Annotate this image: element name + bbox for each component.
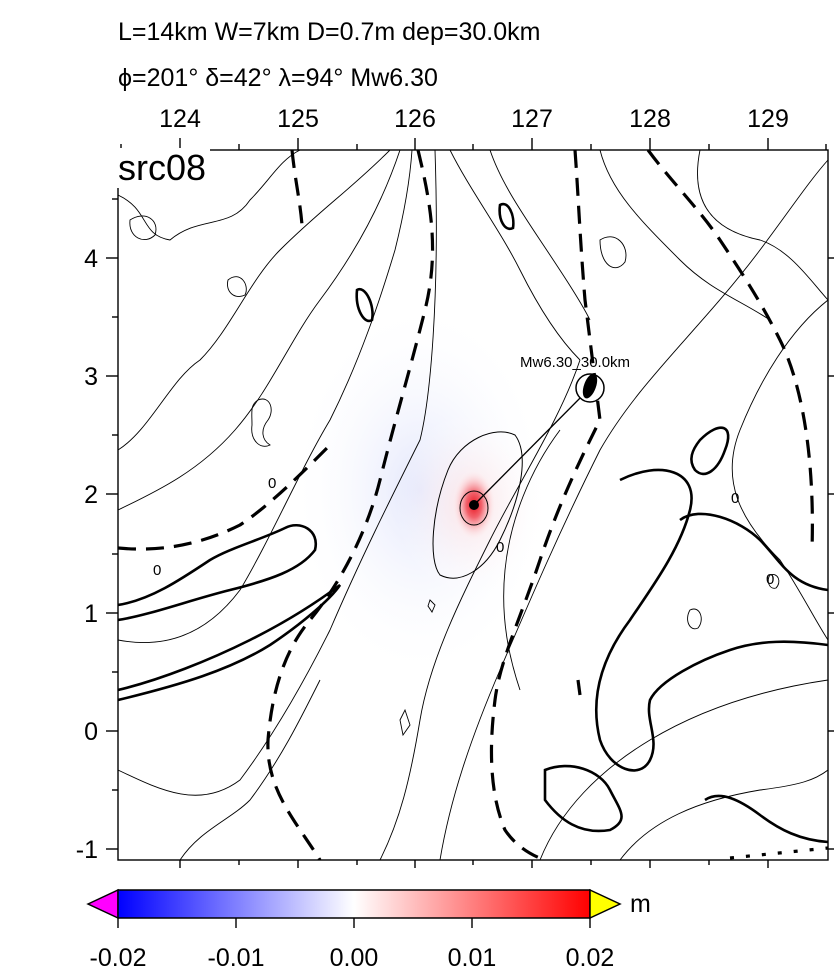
figure-title-line-1: L=14km W=7km D=0.7m dep=30.0km [118,18,541,46]
colorbar-overflow-triangle [589,888,622,920]
figure-title-line-2: ϕ=201° δ=42° λ=94° Mw6.30 [118,64,438,92]
colorbar-tick-label: -0.02 [90,944,147,972]
colorbar-tick-label: 0.01 [448,944,497,972]
top-tick-label: 129 [747,105,789,133]
source-contour [432,431,523,579]
left-axis [106,198,834,850]
colorbar-underflow-triangle [86,888,119,920]
top-axis [120,138,827,150]
left-tick-label: 0 [84,718,98,746]
contour-value-label-east: 0 [731,490,739,507]
colorbar-gradient [117,889,591,919]
left-axis-labels: 4 3 2 1 0 -1 [76,245,98,864]
thick-contours [118,202,828,844]
left-tick-label: 1 [84,600,98,628]
contour-value-label-west: 0 [153,562,161,579]
contour-value-label: 0 [496,539,504,556]
left-tick-label: 4 [84,245,98,273]
left-tick-label: -1 [76,836,98,864]
boundary-lines [118,150,828,860]
bottom-axis [179,860,769,868]
map-field: 0 0 0 0 0 Mw6.30_30.0km [118,150,828,860]
colorbar-unit-label: m [630,890,651,918]
top-axis-labels: 124 125 126 127 128 129 [159,105,789,133]
focal-mechanism-beachball [575,373,605,403]
colorbar-tick-label: 0.02 [566,944,615,972]
colorbar-tick-label: -0.01 [208,944,265,972]
panel-label: src08 [117,148,211,188]
top-tick-label: 124 [159,105,201,133]
top-tick-label: 125 [277,105,319,133]
event-label: Mw6.30_30.0km [520,354,630,371]
left-tick-label: 2 [84,481,98,509]
colorbar: -0.02 -0.01 0.00 0.01 0.02 m [86,888,651,972]
epicenter-marker [469,500,479,510]
contour-value-label-small: 0 [268,475,276,492]
contour-value-label-far-east: 0 [766,571,774,588]
epicenter-link-line [473,387,591,506]
top-tick-label: 126 [394,105,436,133]
left-tick-label: 3 [84,363,98,391]
top-tick-label: 128 [629,105,671,133]
colorbar-tick-label: 0.00 [330,944,379,972]
top-tick-label: 127 [511,105,553,133]
thin-contours [118,150,828,860]
